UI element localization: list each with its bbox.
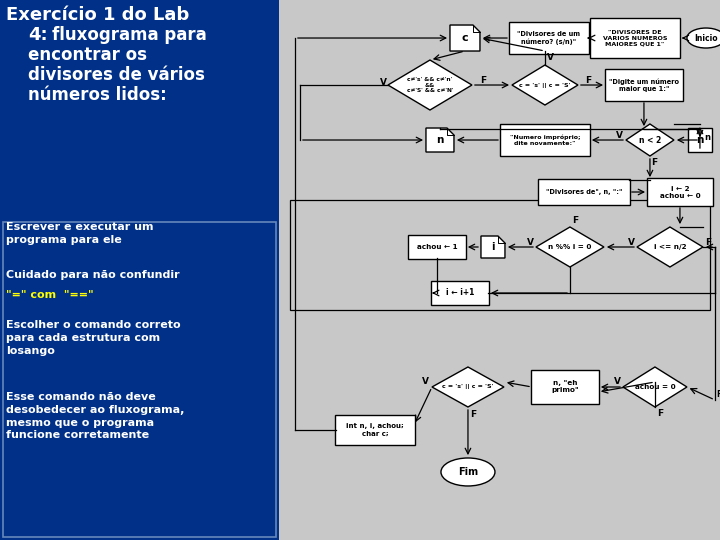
FancyBboxPatch shape [0, 0, 279, 540]
Text: "Divisores de", n, ":": "Divisores de", n, ":" [546, 189, 622, 195]
Polygon shape [536, 227, 604, 267]
Text: F: F [585, 76, 591, 85]
FancyBboxPatch shape [531, 370, 599, 404]
Text: Escolher o comando correto
para cada estrutura com
losango: Escolher o comando correto para cada est… [6, 320, 181, 356]
Text: achou = 0: achou = 0 [634, 384, 675, 390]
FancyBboxPatch shape [3, 222, 276, 537]
Text: F: F [480, 76, 486, 85]
Text: n < 2: n < 2 [639, 136, 661, 145]
Polygon shape [512, 65, 578, 105]
FancyBboxPatch shape [538, 179, 630, 205]
Text: V: V [379, 78, 387, 86]
Polygon shape [450, 25, 480, 51]
Text: "Divisores de um
número? (s/n)": "Divisores de um número? (s/n)" [518, 31, 580, 45]
Text: fluxograma para: fluxograma para [52, 26, 207, 44]
Text: c: c [462, 33, 468, 43]
FancyBboxPatch shape [605, 69, 683, 101]
Text: "Digite um número
maior que 1:": "Digite um número maior que 1:" [609, 78, 679, 92]
FancyBboxPatch shape [500, 124, 590, 156]
Text: n: n [436, 135, 444, 145]
Text: F: F [657, 409, 663, 418]
Polygon shape [623, 367, 687, 407]
Text: c = 's' || c = 'S': c = 's' || c = 'S' [519, 83, 571, 87]
Text: encontrar os: encontrar os [28, 46, 147, 64]
Text: "=" com  "==": "=" com "==" [6, 290, 94, 300]
Polygon shape [426, 128, 454, 152]
Text: V: V [614, 377, 621, 387]
Text: F: F [651, 158, 657, 166]
FancyBboxPatch shape [279, 0, 720, 540]
Ellipse shape [687, 28, 720, 48]
Ellipse shape [441, 458, 495, 486]
Text: "DIVISORES DE
VARIOS NUMEROS
MAIORES QUE 1": "DIVISORES DE VARIOS NUMEROS MAIORES QUE… [603, 30, 667, 46]
Text: achou ← 1: achou ← 1 [417, 244, 457, 250]
Text: F: F [716, 390, 720, 400]
Text: Exercício 1 do Lab: Exercício 1 do Lab [6, 6, 189, 24]
Text: i <= n/2: i <= n/2 [654, 244, 686, 250]
FancyBboxPatch shape [335, 415, 415, 445]
Text: Fim: Fim [458, 467, 478, 477]
Text: V: V [616, 131, 624, 139]
Text: 4:: 4: [28, 26, 48, 44]
Text: F: F [572, 215, 578, 225]
Text: V: V [546, 52, 554, 62]
Text: Inicio: Inicio [694, 33, 718, 43]
Text: Esse comando não deve
desobedecer ao fluxograma,
mesmo que o programa
funcione c: Esse comando não deve desobedecer ao flu… [6, 392, 184, 441]
FancyBboxPatch shape [509, 22, 589, 54]
FancyBboxPatch shape [408, 235, 466, 259]
Text: n %% i = 0: n %% i = 0 [548, 244, 592, 250]
Text: V: V [526, 238, 534, 246]
Text: números lidos:: números lidos: [28, 86, 167, 104]
FancyBboxPatch shape [431, 281, 489, 305]
Text: n: n [696, 135, 703, 145]
Text: i: i [491, 242, 495, 252]
Polygon shape [432, 367, 504, 407]
FancyBboxPatch shape [590, 18, 680, 58]
Text: i ← 2
achou ← 0: i ← 2 achou ← 0 [660, 186, 701, 199]
Polygon shape [626, 124, 674, 156]
Text: Escrever e executar um
programa para ele: Escrever e executar um programa para ele [6, 222, 153, 245]
Text: c≠'s' && c≠'n'
&&
c≠'S' && c≠'N': c≠'s' && c≠'n' && c≠'S' && c≠'N' [407, 77, 453, 93]
Text: int n, i, achou;
char c;: int n, i, achou; char c; [346, 423, 404, 436]
FancyBboxPatch shape [688, 128, 712, 152]
Text: n: n [704, 132, 710, 141]
Text: "Numero impróprio;
dite novamente:": "Numero impróprio; dite novamente:" [510, 134, 580, 146]
Text: divisores de vários: divisores de vários [28, 66, 205, 84]
Text: Cuidado para não confundir: Cuidado para não confundir [6, 270, 179, 280]
Text: F: F [705, 238, 711, 246]
Text: V: V [629, 238, 636, 246]
Text: F: F [470, 410, 476, 420]
Polygon shape [637, 227, 703, 267]
Text: n, "eh
primo": n, "eh primo" [551, 381, 579, 394]
Text: i ← i+1: i ← i+1 [446, 288, 474, 298]
Polygon shape [388, 60, 472, 110]
Polygon shape [481, 236, 505, 258]
Text: V: V [421, 377, 428, 387]
FancyBboxPatch shape [647, 178, 713, 206]
Text: c = 's' || c = 'S': c = 's' || c = 'S' [442, 384, 494, 389]
